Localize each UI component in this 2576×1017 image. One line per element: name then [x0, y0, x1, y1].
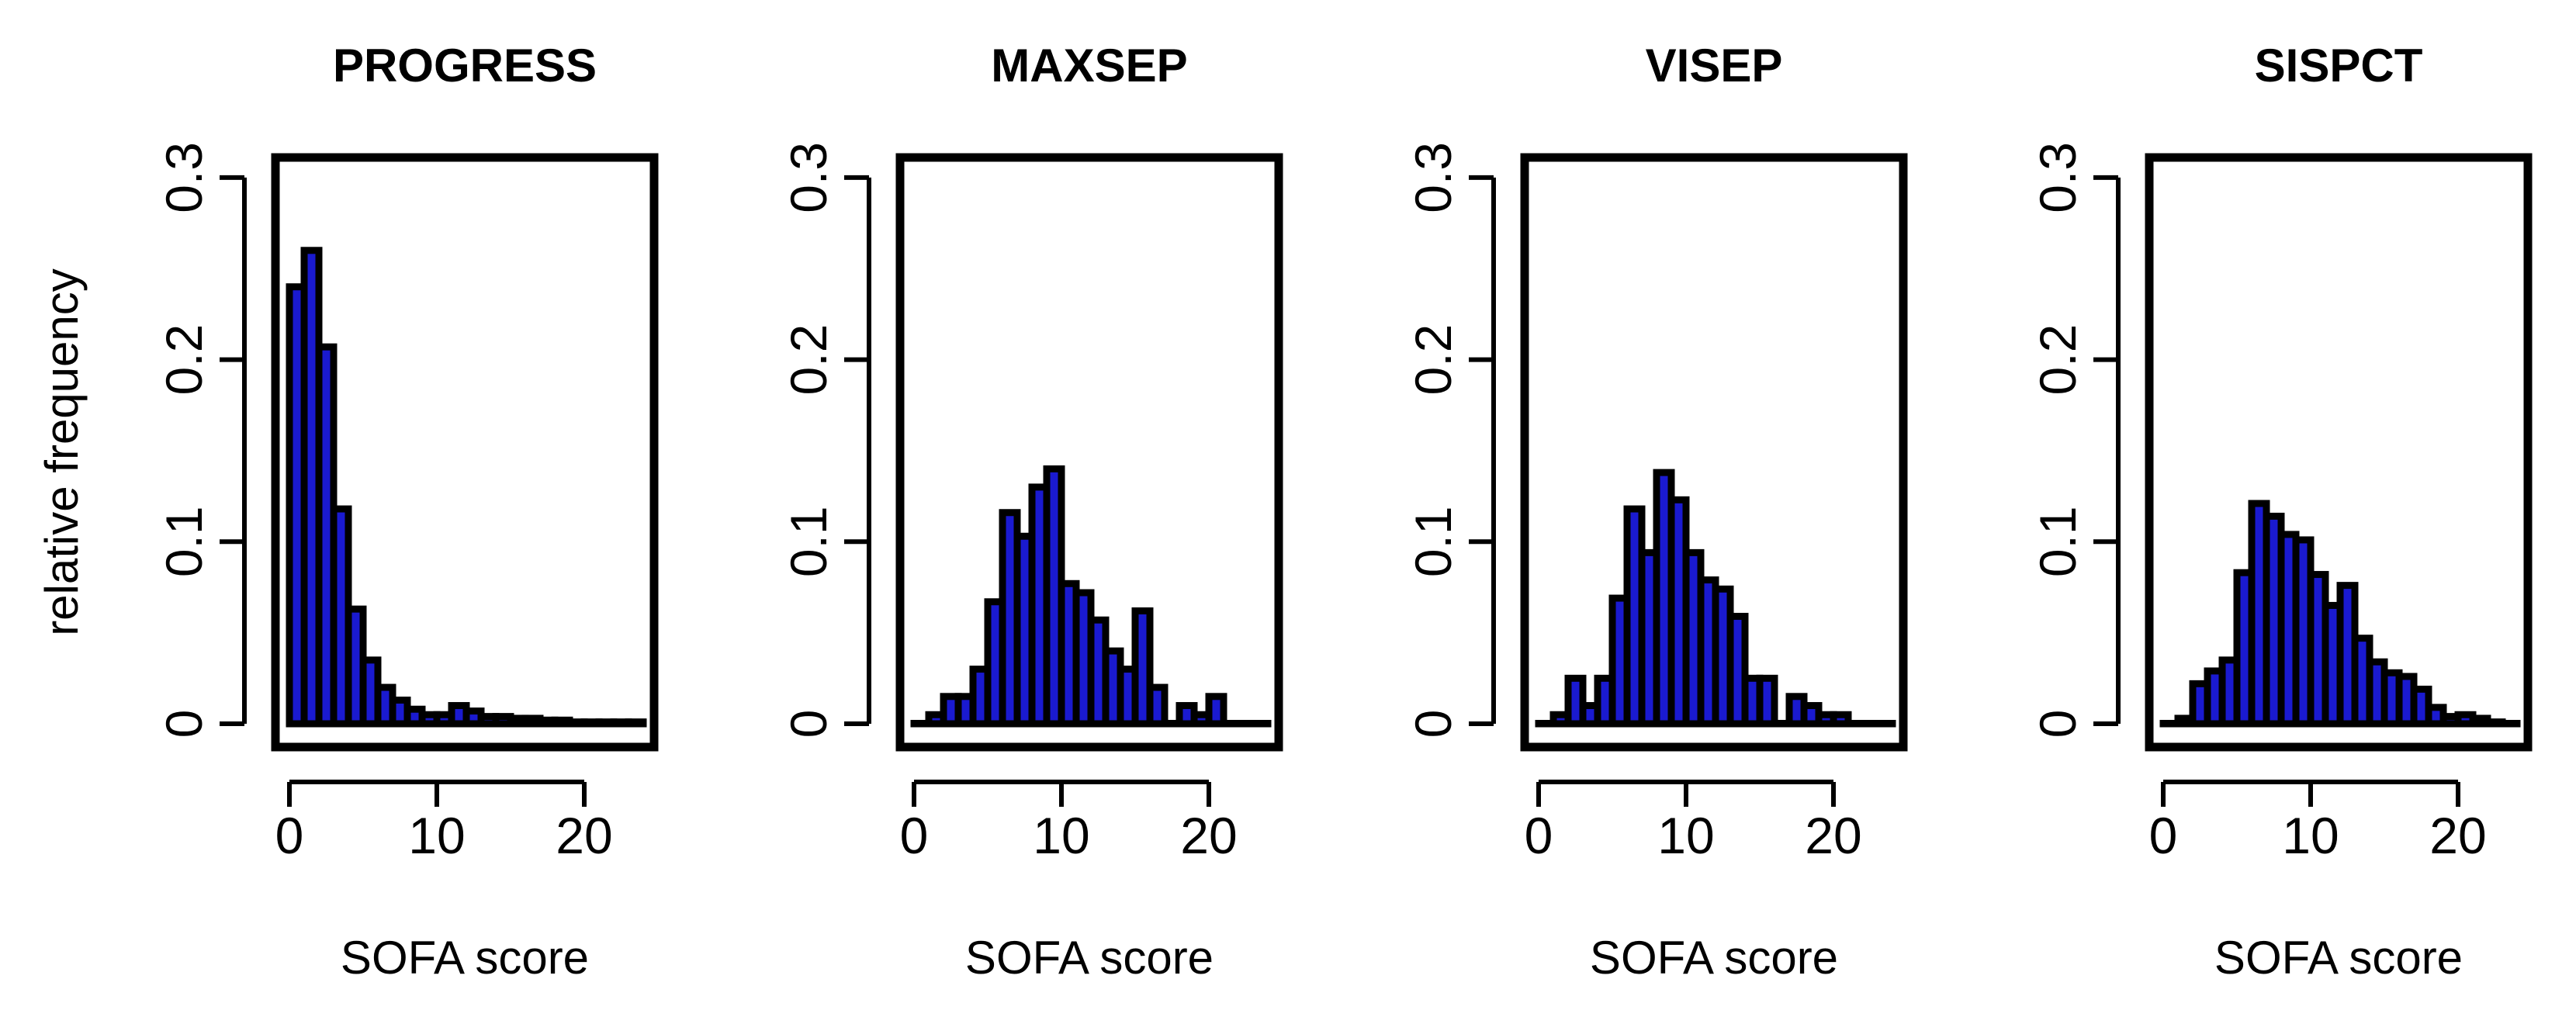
- x-tick-label: 0: [2149, 807, 2178, 864]
- x-tick-label: 20: [1180, 807, 1237, 864]
- x-tick-label: 10: [2282, 807, 2339, 864]
- y-tick-label: 0: [2029, 710, 2086, 739]
- x-axis-label: SOFA score: [965, 932, 1214, 984]
- histogram-bar: [2498, 720, 2521, 728]
- y-tick-label: 0: [1404, 710, 1462, 739]
- y-tick-label: 0.2: [2029, 324, 2086, 396]
- plot-frame: [2145, 153, 2533, 752]
- y-tick-label: 0: [155, 710, 213, 739]
- histogram-bar: [1756, 674, 1778, 728]
- y-tick-label: 0.1: [2029, 506, 2086, 577]
- x-axis-label: SOFA score: [341, 932, 589, 984]
- plot-frame: [271, 153, 659, 752]
- x-tick-label: 20: [2429, 807, 2486, 864]
- plot-frame: [895, 153, 1283, 752]
- panel-title: MAXSEP: [991, 40, 1187, 92]
- histogram-bar: [1131, 607, 1154, 728]
- panel-title: PROGRESS: [333, 40, 597, 92]
- y-tick-label: 0.1: [780, 506, 837, 577]
- y-tick-label: 0.2: [780, 324, 837, 396]
- histogram-bar: [1205, 693, 1227, 728]
- histogram-bar: [1874, 720, 1896, 728]
- histogram-bar: [1726, 613, 1749, 728]
- x-tick-label: 20: [1805, 807, 1861, 864]
- x-tick-label: 20: [556, 807, 612, 864]
- x-tick-label: 10: [1033, 807, 1089, 864]
- y-axis-label: relative frequency: [36, 268, 88, 636]
- histogram-bar: [1249, 720, 1272, 728]
- x-tick-label: 10: [1657, 807, 1714, 864]
- y-tick-label: 0.3: [1404, 142, 1462, 213]
- y-tick-label: 0.2: [1404, 324, 1462, 396]
- x-tick-label: 0: [900, 807, 929, 864]
- y-tick-label: 0.1: [1404, 506, 1462, 577]
- panel-title: VISEP: [1646, 40, 1783, 92]
- histogram-bar: [1146, 683, 1169, 728]
- x-tick-label: 10: [408, 807, 465, 864]
- y-tick-label: 0.3: [155, 142, 213, 213]
- panel-title: SISPCT: [2255, 40, 2423, 92]
- y-tick-label: 0: [780, 710, 837, 739]
- panel-progress: PROGRESS 0 0.1 0.2 0.3 0 10 20 SOFA score: [155, 40, 659, 984]
- histogram-bar: [1564, 674, 1587, 728]
- y-tick-label: 0.3: [780, 142, 837, 213]
- x-axis-label: SOFA score: [2214, 932, 2463, 984]
- y-tick-label: 0.1: [155, 506, 213, 577]
- panel-visep: VISEP 0 0.1 0.2 0.3 0 10 20 SOFA score: [1404, 40, 1908, 984]
- y-tick-label: 0.2: [155, 324, 213, 396]
- plot-frame: [1520, 153, 1908, 752]
- x-tick-label: 0: [275, 807, 304, 864]
- histogram-bar: [1830, 711, 1852, 728]
- panels: PROGRESS 0 0.1 0.2 0.3 0 10 20 SOFA score MAXSEP 0…: [155, 40, 2533, 984]
- x-tick-label: 0: [1525, 807, 1553, 864]
- panel-sispct: SISPCT 0 0.1 0.2 0.3 0 10 20 SOFA score: [2029, 40, 2533, 984]
- panel-maxsep: MAXSEP 0 0.1 0.2 0.3 0 10 20 SOFA score: [780, 40, 1283, 984]
- x-axis-label: SOFA score: [1590, 932, 1838, 984]
- histogram-bar: [625, 718, 647, 728]
- y-tick-label: 0.3: [2029, 142, 2086, 213]
